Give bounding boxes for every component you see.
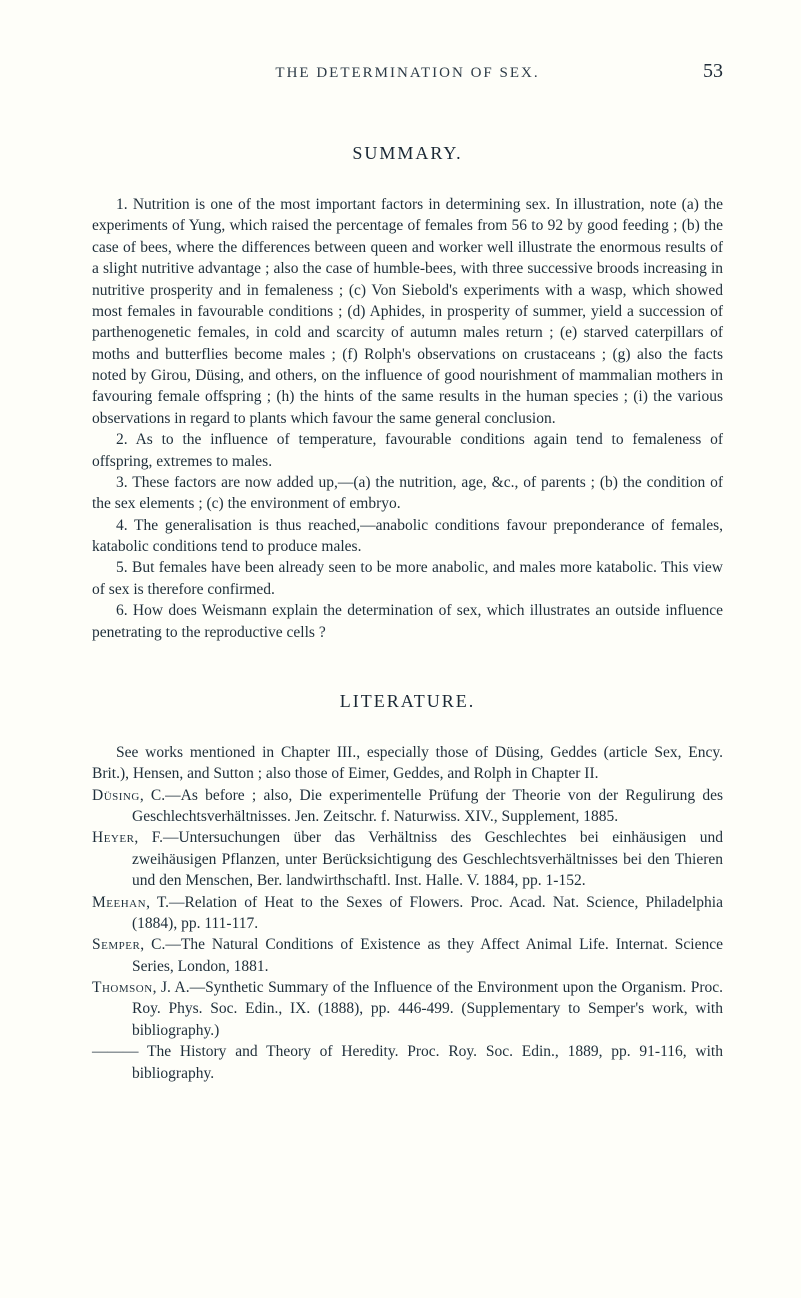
bib-author: Heyer (92, 829, 134, 846)
running-head: THE DETERMINATION OF SEX. (92, 65, 683, 82)
page-container: THE DETERMINATION OF SEX. 53 SUMMARY. 1.… (0, 0, 801, 1298)
bib-rest: , T.—Relation of Heat to the Sexes of Fl… (132, 894, 723, 932)
literature-intro: See works mentioned in Chapter III., esp… (92, 742, 723, 785)
summary-p6: 6. How does Weismann explain the determi… (92, 600, 723, 643)
literature-title: LITERATURE. (92, 691, 723, 712)
header-row: THE DETERMINATION OF SEX. 53 (92, 60, 723, 83)
summary-title: SUMMARY. (92, 143, 723, 164)
bib-rest: , C.—The Natural Conditions of Existence… (132, 936, 723, 974)
bib-continuation: ——— The History and Theory of Heredity. … (92, 1041, 723, 1084)
bib-entry: Semper, C.—The Natural Conditions of Exi… (92, 934, 723, 977)
bib-author: Meehan (92, 894, 146, 911)
bib-author: Thomson (92, 979, 153, 996)
bib-rest: , J. A.—Synthetic Summary of the Influen… (132, 979, 723, 1039)
bib-rest: , C.—As before ; also, Die experimentell… (132, 787, 723, 825)
summary-p5: 5. But females have been already seen to… (92, 557, 723, 600)
summary-p1: 1. Nutrition is one of the most importan… (92, 194, 723, 429)
bib-rest: , F.—Untersuchungen über das Verhältniss… (132, 829, 723, 889)
bib-entry: Thomson, J. A.—Synthetic Summary of the … (92, 977, 723, 1041)
summary-p3: 3. These factors are now added up,—(a) t… (92, 472, 723, 515)
bib-author: Düsing (92, 787, 140, 804)
bib-entry: Meehan, T.—Relation of Heat to the Sexes… (92, 892, 723, 935)
bib-entry: Düsing, C.—As before ; also, Die experim… (92, 785, 723, 828)
summary-p4: 4. The generalisation is thus reached,—a… (92, 515, 723, 558)
bib-author: Semper (92, 936, 140, 953)
summary-p2: 2. As to the influence of temperature, f… (92, 429, 723, 472)
bibliography: Düsing, C.—As before ; also, Die experim… (92, 785, 723, 1084)
page-number: 53 (683, 60, 723, 83)
bib-entry: Heyer, F.—Untersuchungen über das Verhäl… (92, 827, 723, 891)
